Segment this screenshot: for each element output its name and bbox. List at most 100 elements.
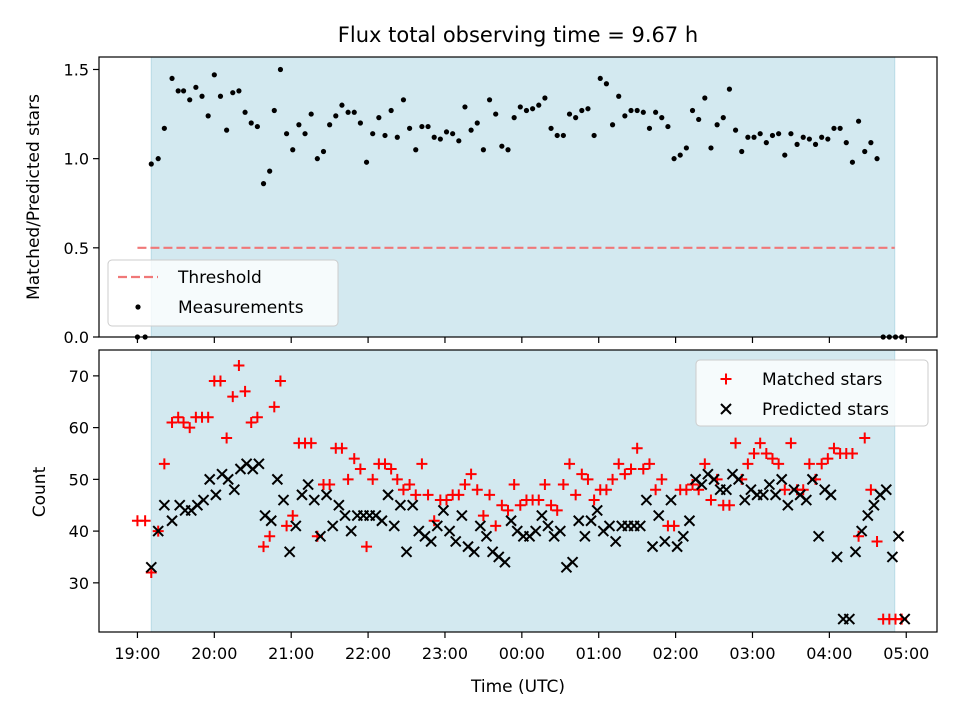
matched-star-point	[367, 473, 379, 485]
ratio-ylabel: Matched/Predicted stars	[24, 94, 44, 300]
measurement-point	[757, 131, 763, 137]
matched-star-point	[416, 458, 428, 470]
matched-star-point	[245, 416, 257, 428]
predicted-star-point	[812, 530, 825, 542]
measurement-point	[345, 109, 351, 115]
ratio-ytick-label: 0.0	[64, 328, 89, 347]
predicted-star-point	[505, 515, 517, 527]
matched-star-point	[748, 447, 760, 459]
predicted-star-point	[886, 551, 899, 563]
predicted-star-point	[406, 499, 419, 511]
matched-star-point	[287, 510, 299, 522]
measurement-point	[260, 181, 267, 187]
matched-star-point	[816, 458, 828, 470]
matched-star-point	[361, 541, 373, 553]
count-xtick-label: 03:00	[729, 644, 775, 663]
predicted-star-point	[480, 530, 493, 542]
measurement-point	[763, 140, 769, 146]
measurement-point	[296, 122, 302, 128]
predicted-star-point	[333, 499, 345, 511]
ratio-panel: 0.0 0.5 1.0 1.5 Matched/Predicted stars Thr…	[24, 56, 938, 347]
measurement-point	[579, 107, 585, 114]
predicted-star-point	[757, 489, 769, 501]
predicted-star-point	[566, 556, 579, 568]
measurement-point	[800, 134, 806, 140]
measurement-point	[474, 120, 480, 126]
measurement-point	[376, 115, 382, 121]
predicted-star-point	[450, 535, 462, 548]
measurement-point	[536, 102, 542, 108]
measurement-point	[566, 111, 573, 117]
measurement-point	[523, 107, 530, 114]
predicted-star-point	[345, 525, 357, 537]
predicted-star-point	[197, 494, 210, 506]
chart-title: Flux total observing time = 9.67 h	[338, 23, 698, 47]
matched-star-point	[453, 489, 465, 501]
measurement-point	[868, 140, 874, 146]
measurement-point	[776, 131, 782, 137]
matched-star-point	[385, 463, 397, 475]
measurement-point	[554, 132, 560, 139]
predicted-star-point	[394, 499, 407, 511]
matched-star-point	[354, 463, 366, 475]
measurement-point	[560, 132, 566, 139]
predicted-star-point	[265, 515, 277, 527]
matched-star-point	[202, 411, 214, 423]
measurement-point	[640, 109, 646, 115]
predicted-star-point	[499, 556, 511, 568]
ratio-axes-frame	[98, 56, 938, 338]
matched-star-point	[227, 391, 239, 403]
measurement-point	[187, 97, 193, 103]
matched-star-point	[484, 489, 496, 501]
matched-star-point	[871, 535, 883, 547]
predicted-star-point	[591, 504, 603, 517]
measurement-point	[217, 93, 224, 99]
measurement-point	[837, 125, 843, 131]
predicted-star-point	[683, 515, 696, 527]
measurement-point	[388, 107, 394, 114]
matched-star-point	[233, 360, 245, 372]
predicted-star-point	[166, 515, 178, 527]
predicted-star-point	[283, 546, 296, 558]
count-ytick-label: 30	[69, 574, 89, 593]
measurement-point	[236, 88, 242, 94]
ratio-ytick-label: 1.0	[64, 150, 89, 169]
matched-star-point	[742, 458, 754, 470]
count-xtick-label: 05:00	[883, 644, 929, 663]
count-xticks: 19:00 20:00 21:00 22:00 23:00 00:00 01:00 02:00…	[114, 632, 929, 663]
measurement-point	[505, 147, 511, 153]
measurement-point	[180, 88, 187, 94]
legend-measurement-swatch	[135, 304, 141, 310]
measurement-point	[437, 136, 443, 142]
measurement-point	[831, 125, 837, 131]
matched-star-point	[404, 479, 416, 491]
measurement-point	[769, 132, 776, 139]
measurement-point	[511, 115, 517, 121]
measurement-point	[720, 115, 726, 121]
matched-star-point	[754, 437, 766, 449]
matched-star-point	[619, 468, 631, 480]
matched-star-point	[668, 520, 680, 532]
predicted-star-point	[437, 504, 450, 517]
predicted-star-point	[388, 520, 400, 532]
matched-star-point	[348, 453, 360, 465]
measurement-point	[456, 138, 462, 144]
measurement-point	[739, 148, 745, 155]
count-xtick-label: 21:00	[268, 644, 314, 663]
measurement-point	[622, 113, 628, 119]
predicted-star-point	[671, 540, 683, 553]
count-xtick-label: 20:00	[191, 644, 237, 663]
count-ytick-label: 60	[69, 419, 89, 438]
measurement-point	[333, 113, 339, 119]
matched-star-point	[274, 375, 286, 387]
matched-star-point	[397, 484, 409, 496]
measurement-point	[855, 118, 862, 124]
count-xlabel: Time (UTC)	[470, 677, 565, 697]
predicted-star-point	[222, 473, 234, 486]
matched-star-point	[643, 458, 655, 470]
legend-predicted-swatch	[720, 403, 732, 415]
matched-star-point	[281, 520, 293, 532]
measurement-point	[874, 156, 880, 162]
matched-star-point	[539, 479, 551, 491]
matched-star-point	[465, 468, 477, 480]
